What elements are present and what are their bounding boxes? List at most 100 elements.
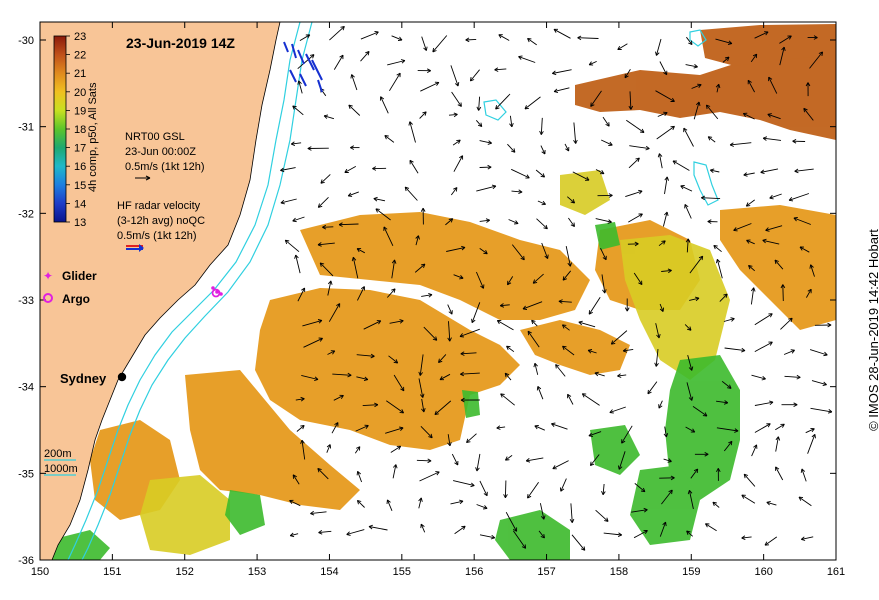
current-vector xyxy=(626,119,645,133)
current-vector-head xyxy=(300,424,305,430)
current-vector xyxy=(292,105,304,116)
current-vector xyxy=(301,374,319,380)
current-vector xyxy=(494,68,507,71)
colorbar-tick-label: 13 xyxy=(74,217,86,229)
current-vector xyxy=(656,125,675,140)
current-vector-head xyxy=(600,170,605,175)
current-vector-head xyxy=(290,141,296,147)
current-vector xyxy=(450,500,464,505)
current-vector xyxy=(655,90,675,102)
current-vector-head xyxy=(453,187,458,192)
current-vector-head xyxy=(628,105,634,110)
current-vector xyxy=(748,265,755,272)
current-vector xyxy=(628,157,640,169)
current-vector xyxy=(743,112,755,120)
current-vector xyxy=(460,372,480,375)
current-vector xyxy=(418,378,424,398)
current-vector-head xyxy=(490,534,496,540)
current-vector-head xyxy=(374,402,379,408)
current-vector xyxy=(348,191,359,197)
current-vector xyxy=(746,239,755,245)
current-vector xyxy=(391,35,403,41)
current-vector xyxy=(509,115,513,127)
current-vector-head xyxy=(459,333,464,338)
current-vector-head xyxy=(663,433,669,438)
current-vector xyxy=(809,51,823,69)
current-vector-head xyxy=(348,104,353,110)
current-vector-head xyxy=(643,529,648,535)
current-vector xyxy=(779,35,792,44)
current-vector-head xyxy=(741,347,746,353)
current-vector xyxy=(692,406,708,417)
current-vector xyxy=(621,425,633,444)
current-vector-head xyxy=(518,189,523,195)
current-vector xyxy=(387,60,406,66)
current-vector-head xyxy=(532,279,538,284)
current-vector-head xyxy=(604,517,609,522)
current-vector xyxy=(295,254,301,274)
hf-legend-line3: 0.5m/s (1kt 12h) xyxy=(117,230,196,242)
current-vector xyxy=(418,497,422,509)
current-vector xyxy=(320,174,331,184)
current-vector xyxy=(577,37,599,39)
current-vector xyxy=(810,407,832,413)
current-vector xyxy=(536,218,548,230)
current-vector-head xyxy=(715,83,721,89)
current-vector-head xyxy=(346,531,351,536)
current-vector xyxy=(754,423,771,433)
current-vector-head xyxy=(588,310,593,315)
current-vector xyxy=(553,28,571,39)
x-tick-label: 154 xyxy=(320,566,338,578)
current-vector xyxy=(479,140,492,144)
current-vector xyxy=(775,436,779,452)
current-vector-head xyxy=(506,345,511,350)
current-vector-head xyxy=(524,105,529,110)
current-vector-head xyxy=(404,186,410,192)
current-vector xyxy=(391,259,396,279)
current-vector-head xyxy=(587,349,593,354)
current-vector-head xyxy=(428,433,433,439)
current-vector-head xyxy=(707,219,712,224)
current-vector-head xyxy=(775,466,780,471)
current-vector xyxy=(479,248,488,255)
current-vector xyxy=(348,104,361,116)
current-vector xyxy=(385,427,404,434)
current-vector-head xyxy=(428,292,433,298)
current-vector xyxy=(512,530,526,549)
current-vector-head xyxy=(507,280,512,286)
current-vector-head xyxy=(498,34,503,39)
x-tick-label: 158 xyxy=(610,566,628,578)
current-vector xyxy=(775,466,784,481)
contour-ring xyxy=(483,99,507,121)
current-vector-head xyxy=(391,288,396,293)
current-vector xyxy=(589,60,597,66)
current-vector-head xyxy=(577,35,582,41)
current-vector-head xyxy=(570,199,576,204)
current-vector-head xyxy=(766,500,771,506)
current-vector-head xyxy=(727,384,732,389)
current-vector-head xyxy=(483,505,488,510)
current-vector-head xyxy=(724,56,730,62)
current-vector xyxy=(663,458,672,462)
current-vector-head xyxy=(522,305,528,310)
current-vector xyxy=(415,235,419,246)
current-vector xyxy=(685,64,698,68)
current-vector xyxy=(747,80,755,93)
current-vector xyxy=(618,451,626,470)
current-vector xyxy=(479,480,488,496)
current-vector xyxy=(465,38,477,41)
current-vector xyxy=(565,246,571,267)
current-vector-head xyxy=(364,424,369,429)
current-vector xyxy=(799,246,810,253)
y-tick-label: -30 xyxy=(18,35,34,47)
current-vector-head xyxy=(373,196,378,202)
current-vector-head xyxy=(729,142,734,147)
current-vector-head xyxy=(796,374,801,380)
current-vector-head xyxy=(589,461,595,467)
colorbar-tick-label: 20 xyxy=(74,87,86,99)
current-vector-head xyxy=(448,310,453,315)
current-vector-head xyxy=(533,362,538,368)
current-vector xyxy=(466,433,477,443)
current-vector xyxy=(560,478,567,492)
current-vector xyxy=(601,274,606,294)
